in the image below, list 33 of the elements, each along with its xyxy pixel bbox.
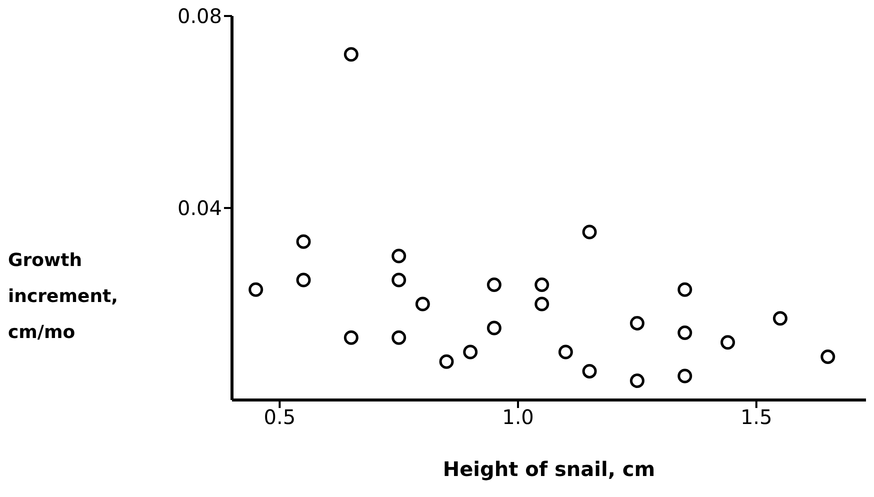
point	[344, 330, 358, 345]
point	[678, 282, 692, 297]
point	[534, 278, 550, 292]
point	[558, 344, 573, 360]
point	[486, 278, 502, 292]
x-tick-label: 1.0	[502, 405, 534, 430]
point	[248, 282, 264, 297]
point	[463, 344, 478, 360]
point	[820, 350, 836, 364]
point	[582, 364, 597, 378]
point	[344, 47, 358, 62]
point	[392, 248, 406, 264]
point	[772, 311, 788, 326]
y-axis-title: Growth increment, cm/mo	[8, 249, 118, 345]
x-tick-label: 1.5	[740, 405, 772, 430]
point	[582, 224, 597, 240]
point	[415, 296, 430, 312]
x-axis-title: Height of snail, cm	[442, 457, 656, 481]
x-tick-label: 0.5	[264, 405, 296, 430]
point	[630, 374, 644, 388]
point	[678, 368, 692, 384]
point	[439, 354, 454, 369]
point	[534, 296, 550, 312]
y-tick-label: 0.08	[177, 4, 222, 28]
point	[296, 272, 311, 288]
point	[630, 316, 644, 330]
point	[296, 234, 311, 249]
y-tick-label: 0.04	[177, 196, 222, 220]
point	[392, 272, 406, 288]
point	[486, 320, 502, 336]
point	[720, 335, 736, 350]
point	[678, 326, 692, 340]
point	[392, 330, 406, 345]
